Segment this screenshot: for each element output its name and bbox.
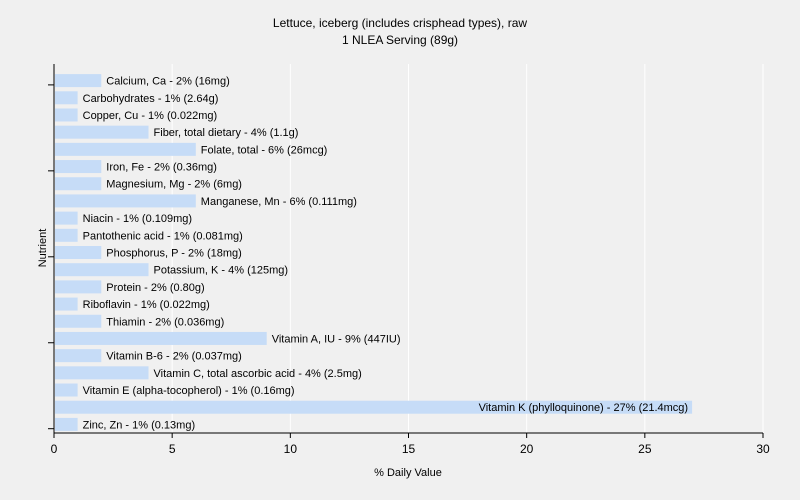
chart-title: Lettuce, iceberg (includes crisphead typ… — [273, 16, 527, 30]
bar — [55, 263, 149, 277]
bar-label: Vitamin C, total ascorbic acid - 4% (2.5… — [154, 368, 362, 380]
bar-label: Folate, total - 6% (26mcg) — [201, 144, 328, 156]
bar — [55, 160, 102, 174]
x-axis-title: % Daily Value — [374, 467, 442, 479]
bar — [55, 366, 149, 380]
x-tick-label: 10 — [284, 442, 298, 456]
bar — [55, 417, 78, 431]
bar-label: Vitamin K (phylloquinone) - 27% (21.4mcg… — [479, 402, 689, 414]
bar-label: Iron, Fe - 2% (0.36mg) — [106, 162, 217, 174]
bar — [55, 108, 78, 122]
bar — [55, 331, 267, 345]
bar — [55, 125, 149, 139]
bar-label: Zinc, Zn - 1% (0.13mg) — [83, 419, 195, 431]
bar-labels: Calcium, Ca - 2% (16mg) Carbohydrates - 1… — [83, 76, 688, 432]
bar-label: Magnesium, Mg - 2% (6mg) — [106, 179, 242, 191]
bar — [55, 211, 78, 225]
bar — [55, 314, 102, 328]
bar-label: Vitamin A, IU - 9% (447IU) — [272, 333, 401, 345]
bar — [55, 142, 196, 156]
bar-label: Fiber, total dietary - 4% (1.1g) — [154, 127, 299, 139]
bar-label: Protein - 2% (0.80g) — [106, 282, 204, 294]
bar — [55, 383, 78, 397]
bar — [55, 280, 102, 294]
bar-label: Riboflavin - 1% (0.022mg) — [83, 299, 210, 311]
bar-label: Copper, Cu - 1% (0.022mg) — [83, 110, 218, 122]
grid — [171, 64, 764, 433]
bar — [55, 177, 102, 191]
x-tick-label: 15 — [402, 442, 416, 456]
chart-subtitle: 1 NLEA Serving (89g) — [342, 33, 458, 47]
bar — [55, 246, 102, 259]
bar-label: Manganese, Mn - 6% (0.111mg) — [201, 196, 357, 208]
bar — [55, 297, 78, 311]
bar — [55, 400, 693, 414]
x-tick-label: 5 — [169, 442, 176, 456]
bar-label: Carbohydrates - 1% (2.64g) — [83, 93, 219, 105]
x-tick-label: 30 — [756, 442, 770, 456]
bar-label: Potassium, K - 4% (125mg) — [154, 265, 288, 277]
bar — [55, 349, 102, 363]
x-tick-label: 20 — [520, 442, 534, 456]
bar-label: Vitamin E (alpha-tocopherol) - 1% (0.16m… — [83, 385, 295, 397]
bar — [55, 228, 78, 242]
bar-label: Calcium, Ca - 2% (16mg) — [106, 76, 229, 88]
axes: 0 5 10 15 20 25 30 — [48, 64, 770, 456]
bar — [55, 74, 102, 88]
bar-label: Pantothenic acid - 1% (0.081mg) — [83, 230, 243, 242]
y-axis-title: Nutrient — [37, 229, 49, 268]
bar — [55, 194, 196, 208]
bar-label: Niacin - 1% (0.109mg) — [83, 213, 192, 225]
bar-label: Phosphorus, P - 2% (18mg) — [106, 248, 242, 260]
bar-label: Thiamin - 2% (0.036mg) — [106, 316, 224, 328]
bars — [55, 74, 693, 431]
bar-label: Vitamin B-6 - 2% (0.037mg) — [106, 351, 242, 363]
bar — [55, 91, 78, 105]
x-tick-label: 25 — [638, 442, 652, 456]
x-tick-label: 0 — [51, 442, 58, 456]
